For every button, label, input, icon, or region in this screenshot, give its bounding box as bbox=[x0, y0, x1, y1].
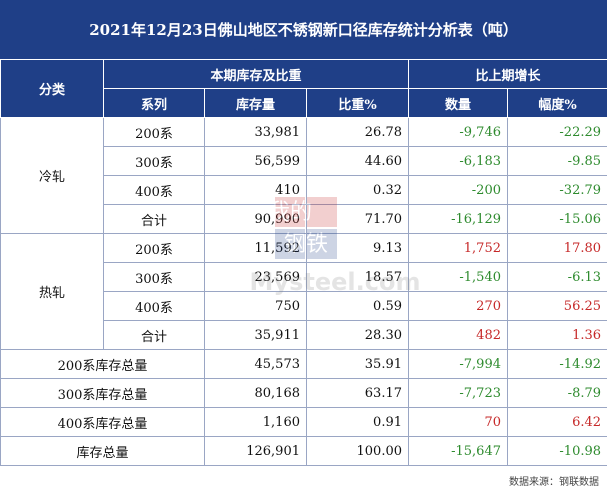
cell-quantity: -7,994 bbox=[408, 349, 508, 379]
cell-ratio: 28.30 bbox=[306, 320, 409, 350]
cell-quantity: -1,540 bbox=[408, 262, 508, 292]
group-cold: 冷轧 bbox=[0, 117, 104, 234]
cell-amplitude: 6.42 bbox=[506, 407, 607, 437]
cell-inventory: 11,592 bbox=[204, 233, 307, 263]
cell-series: 合计 bbox=[103, 320, 205, 350]
table-row: 合计 90,990 71.70 -16,129 -15.06 bbox=[1, 204, 607, 234]
cell-series: 400系 bbox=[103, 291, 205, 321]
cell-ratio: 0.91 bbox=[306, 407, 409, 437]
cell-series: 200系 bbox=[103, 233, 205, 263]
cell-ratio: 0.59 bbox=[306, 291, 409, 321]
cell-quantity: 482 bbox=[408, 320, 508, 350]
cell-amplitude: -8.79 bbox=[506, 378, 607, 408]
cell-inventory: 23,569 bbox=[204, 262, 307, 292]
cell-series: 400系 bbox=[103, 175, 205, 205]
table-row: 库存总量 126,901 100.00 -15,647 -10.98 bbox=[0, 436, 607, 466]
header-amplitude: 幅度% bbox=[506, 88, 607, 118]
total-label: 400系库存总量 bbox=[0, 407, 205, 437]
total-label: 库存总量 bbox=[0, 436, 205, 466]
cell-ratio: 0.32 bbox=[306, 175, 409, 205]
cell-ratio: 18.57 bbox=[306, 262, 409, 292]
total-label: 300系库存总量 bbox=[0, 378, 205, 408]
cell-ratio: 26.78 bbox=[306, 117, 409, 147]
cell-quantity: -9,746 bbox=[408, 117, 508, 147]
cell-amplitude: -14.92 bbox=[506, 349, 607, 379]
cell-quantity: -16,129 bbox=[408, 204, 508, 234]
cell-amplitude: -9.85 bbox=[506, 146, 607, 176]
header-change-group: 比上期增长 bbox=[407, 59, 607, 89]
header-current-group: 本期库存及比重 bbox=[103, 59, 409, 89]
cell-amplitude: -22.29 bbox=[506, 117, 607, 147]
cell-ratio: 9.13 bbox=[306, 233, 409, 263]
cell-amplitude: -32.79 bbox=[506, 175, 607, 205]
cell-amplitude: 56.25 bbox=[506, 291, 607, 321]
table-row: 200系库存总量 45,573 35.91 -7,994 -14.92 bbox=[0, 349, 607, 379]
cell-quantity: -200 bbox=[408, 175, 508, 205]
cell-quantity: -7,723 bbox=[408, 378, 508, 408]
cell-series: 300系 bbox=[103, 262, 205, 292]
cell-ratio: 100.00 bbox=[306, 436, 409, 466]
cell-inventory: 90,990 bbox=[204, 204, 307, 234]
cell-inventory: 410 bbox=[204, 175, 307, 205]
table-row: 300系 56,599 44.60 -6,183 -9.85 bbox=[1, 146, 607, 176]
cell-ratio: 35.91 bbox=[306, 349, 409, 379]
cell-ratio: 63.17 bbox=[306, 378, 409, 408]
header-category: 分类 bbox=[0, 59, 104, 118]
header-series: 系列 bbox=[103, 88, 205, 118]
inventory-table: 分类 本期库存及比重 比上期增长 系列 库存量 比重% 数量 幅度% 冷轧 20… bbox=[0, 59, 607, 466]
cell-amplitude: -6.13 bbox=[506, 262, 607, 292]
cell-inventory: 750 bbox=[204, 291, 307, 321]
total-label: 200系库存总量 bbox=[0, 349, 205, 379]
cell-inventory: 35,911 bbox=[204, 320, 307, 350]
header-row-1: 分类 本期库存及比重 比上期增长 bbox=[0, 59, 607, 118]
cell-quantity: 270 bbox=[408, 291, 508, 321]
group-hot: 热轧 bbox=[0, 233, 104, 350]
table-row: 400系库存总量 1,160 0.91 70 6.42 bbox=[0, 407, 607, 437]
cell-quantity: 1,752 bbox=[408, 233, 508, 263]
header-inventory: 库存量 bbox=[204, 88, 307, 118]
table-title: 2021年12月23日佛山地区不锈钢新口径库存统计分析表（吨） bbox=[0, 0, 607, 59]
cell-ratio: 71.70 bbox=[306, 204, 409, 234]
table-row: 冷轧 200系 33,981 26.78 -9,746 -22.29 bbox=[0, 117, 607, 234]
cell-amplitude: 1.36 bbox=[506, 320, 607, 350]
cell-series: 合计 bbox=[103, 204, 205, 234]
table-row: 热轧 200系 11,592 9.13 1,752 17.80 bbox=[0, 233, 607, 350]
cell-inventory: 33,981 bbox=[204, 117, 307, 147]
cell-inventory: 56,599 bbox=[204, 146, 307, 176]
header-ratio: 比重% bbox=[306, 88, 409, 118]
table-row: 300系库存总量 80,168 63.17 -7,723 -8.79 bbox=[0, 378, 607, 408]
cell-series: 200系 bbox=[103, 117, 205, 147]
cell-amplitude: -15.06 bbox=[506, 204, 607, 234]
cell-inventory: 80,168 bbox=[204, 378, 307, 408]
cell-quantity: -15,647 bbox=[408, 436, 508, 466]
cell-amplitude: -10.98 bbox=[506, 436, 607, 466]
cell-inventory: 1,160 bbox=[204, 407, 307, 437]
cell-inventory: 45,573 bbox=[204, 349, 307, 379]
cell-amplitude: 17.80 bbox=[506, 233, 607, 263]
cell-series: 300系 bbox=[103, 146, 205, 176]
header-row-2: 系列 库存量 比重% 数量 幅度% bbox=[1, 88, 607, 118]
table-row: 400系 410 0.32 -200 -32.79 bbox=[1, 175, 607, 205]
cell-ratio: 44.60 bbox=[306, 146, 409, 176]
cell-quantity: -6,183 bbox=[408, 146, 508, 176]
data-source: 数据来源：钢联数据 bbox=[509, 477, 599, 488]
cell-inventory: 126,901 bbox=[204, 436, 307, 466]
header-quantity: 数量 bbox=[408, 88, 508, 118]
cell-quantity: 70 bbox=[408, 407, 508, 437]
table-row: 合计 35,911 28.30 482 1.36 bbox=[1, 320, 607, 350]
